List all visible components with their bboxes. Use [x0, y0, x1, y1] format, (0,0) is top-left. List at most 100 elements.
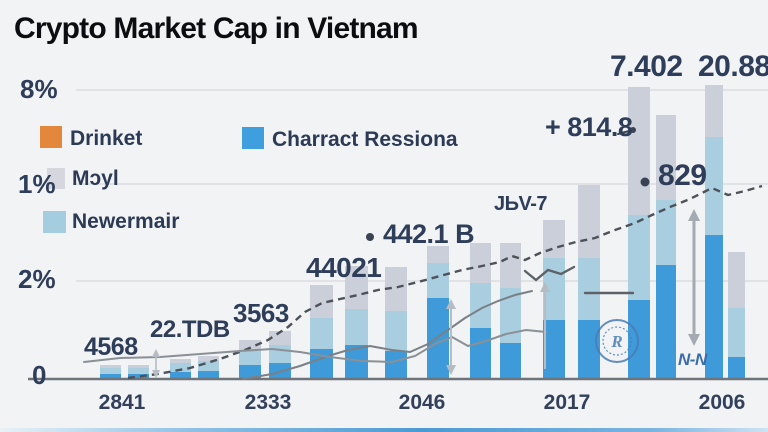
bar-segment-lightblue: [100, 368, 121, 374]
value-annotation: 829: [658, 159, 707, 192]
marker-dot: [630, 127, 636, 133]
bar-segment-gray: [198, 356, 219, 361]
bar-segment-blue: [628, 300, 650, 379]
bar-segment-blue: [427, 298, 449, 379]
bar-segment-blue: [198, 371, 219, 379]
bar-segment-blue: [578, 320, 600, 379]
legend-label: Drinket: [70, 127, 143, 150]
bar-segment-lightblue: [470, 283, 491, 328]
y-axis-tick-label: 8%: [20, 74, 58, 104]
stacked-bar: [100, 365, 121, 379]
svg-text:R: R: [610, 332, 622, 351]
x-axis-tick-label: 2006: [698, 391, 746, 414]
bar-segment-gray: [269, 331, 291, 345]
bar-segment-blue: [128, 374, 149, 379]
x-axis-tick-label: 2046: [398, 391, 446, 414]
y-axis-tick-label: 0: [32, 360, 47, 390]
bar-segment-blue: [100, 374, 121, 379]
solid-trend-line: [83, 328, 547, 364]
seal-stamp-icon: R: [595, 319, 639, 363]
arrow-head-down-icon: [688, 334, 700, 346]
bar-segment-gray: [128, 365, 149, 368]
bar-segment-lightblue: [128, 368, 149, 374]
bar-segment-blue: [500, 343, 521, 379]
stacked-bar: [705, 85, 723, 379]
legend-swatch: [43, 211, 66, 233]
bar-segment-lightblue: [500, 288, 521, 343]
bar-segment-gray: [656, 115, 676, 200]
solid-trend-line: [523, 265, 576, 282]
bar-segment-gray: [543, 220, 565, 258]
arrow-head-up-icon: [446, 299, 456, 309]
bar-segment-lightblue: [310, 318, 333, 349]
solid-trend-line: [617, 130, 630, 135]
x-axis-tick-label: 2841: [98, 391, 146, 414]
bar-segment-blue: [385, 351, 407, 379]
arrow-head-down-icon: [152, 370, 160, 378]
stacked-bar: [578, 185, 600, 379]
arrow-head-up-icon: [152, 349, 160, 357]
bar-segment-blue: [656, 265, 676, 379]
bar-segment-blue: [543, 320, 565, 379]
bar-segment-gray: [728, 252, 745, 308]
dashed-trend-line: [127, 184, 763, 380]
stacked-bar: [170, 359, 191, 379]
stacked-bar: [427, 246, 449, 379]
bottom-accent-bar: [0, 428, 768, 432]
bar-segment-gray: [310, 285, 333, 318]
bar-segment-gray: [239, 340, 261, 350]
value-annotation: 44021: [306, 252, 382, 283]
value-annotation: 4568: [84, 333, 138, 361]
solid-trend-line: [242, 290, 533, 380]
stacked-bar: [239, 340, 261, 379]
x-axis-tick-label: 2017: [543, 391, 591, 414]
chart-title: Crypto Market Cap in Vietnam: [14, 12, 419, 45]
stacked-bar: [728, 252, 745, 379]
bar-segment-blue: [345, 345, 368, 379]
bar-segment-lightblue: [170, 363, 191, 372]
stacked-bar: [385, 267, 407, 379]
bar-segment-lightblue: [656, 200, 676, 265]
marker-dot: [640, 177, 650, 187]
value-annotation: 7.402: [610, 50, 683, 83]
bar-segment-lightblue: [728, 308, 745, 357]
stacked-bar: [198, 356, 219, 379]
bar-segment-lightblue: [198, 361, 219, 371]
marker-dot: [366, 233, 374, 241]
bar-segment-gray: [100, 365, 121, 368]
y-axis-tick-label: 2%: [18, 264, 56, 294]
arrow-head-up-icon: [688, 209, 700, 221]
legend-swatch: [47, 168, 65, 189]
bar-segment-gray: [705, 85, 723, 137]
stacked-bar: [656, 115, 676, 379]
arrow-head-down-icon: [446, 365, 456, 375]
value-annotation: + 814.8: [545, 112, 633, 142]
legend-swatch: [40, 126, 62, 148]
value-annotation: 442.1 B: [383, 219, 475, 249]
legend-label: Mɔyl: [72, 167, 119, 190]
bar-segment-lightblue: [628, 215, 650, 300]
value-annotation: JЬV-7: [494, 193, 548, 215]
legend-swatch: [242, 127, 264, 149]
legend-label: Newermair: [72, 210, 180, 233]
bar-segment-blue: [170, 372, 191, 379]
bar-segment-lightblue: [239, 350, 261, 365]
stacked-bar: [345, 266, 368, 379]
bar-segment-lightblue: [427, 263, 449, 298]
bar-segment-gray: [345, 266, 368, 309]
value-annotation: 20.88: [698, 50, 768, 83]
legend-label: Charract Ressiona: [272, 128, 458, 151]
arrow-head-up-icon: [540, 282, 550, 292]
bar-segment-blue: [705, 235, 723, 379]
bar-segment-gray: [170, 359, 191, 363]
bar-segment-lightblue: [578, 258, 600, 320]
value-annotation: N-N: [678, 350, 707, 369]
bar-segment-lightblue: [705, 137, 723, 235]
value-annotation: 3563: [233, 298, 289, 328]
bar-segment-gray: [470, 243, 491, 283]
bar-segment-gray: [427, 246, 449, 263]
value-annotation: 22.TDB: [150, 316, 230, 343]
bar-segment-lightblue: [345, 309, 368, 345]
